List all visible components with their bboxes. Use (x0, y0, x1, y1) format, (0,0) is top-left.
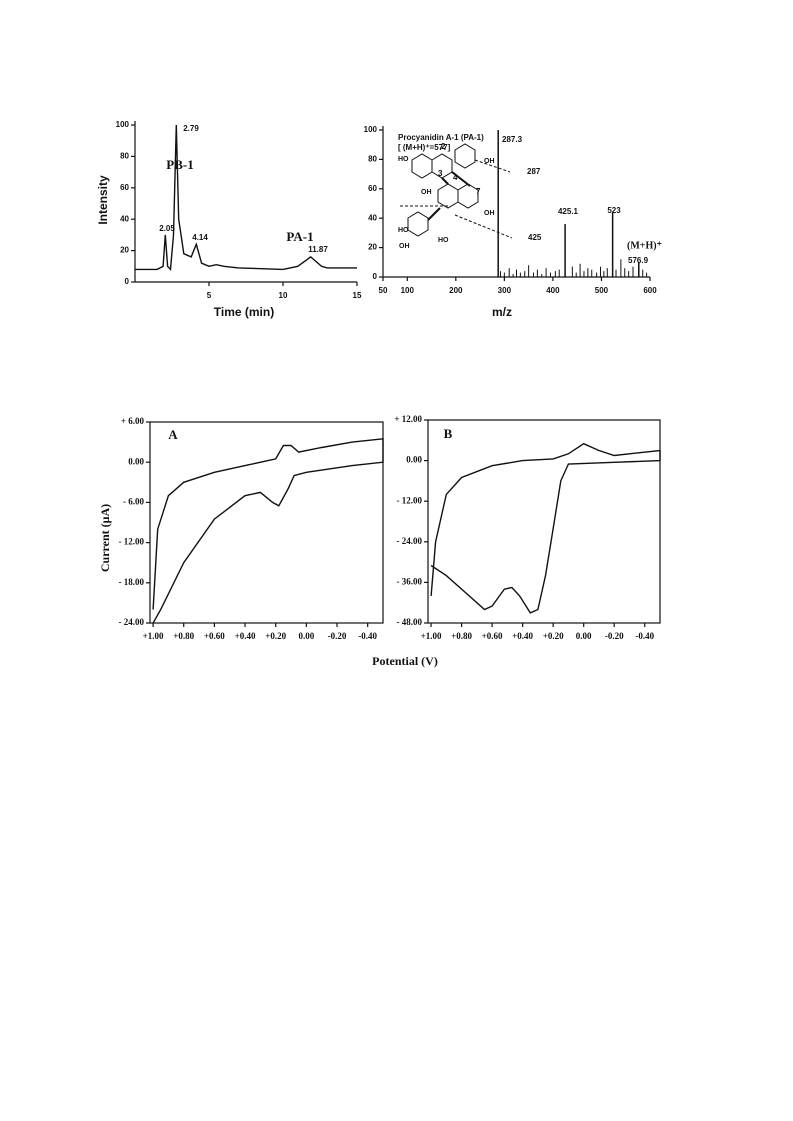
y-tick-label: 0 (373, 272, 378, 281)
peak-label: 576.9 (628, 256, 649, 265)
plot-frame (149, 421, 384, 624)
peak-label: 287.3 (502, 135, 523, 144)
structure-label: 7 (476, 187, 481, 196)
x-tick-label: +0.60 (204, 631, 225, 641)
structure-label: OH (421, 189, 432, 196)
x-axis-label: m/z (492, 305, 512, 319)
y-tick-label: 100 (364, 125, 378, 134)
structure-label: 3 (438, 169, 443, 178)
structure-label: HO (438, 237, 449, 244)
structure-label: OH (399, 243, 410, 250)
data-line (135, 124, 357, 272)
structure-label: OH (484, 210, 495, 217)
x-tick-label: +0.40 (512, 631, 533, 641)
x-axis-label: Potential (V) (372, 654, 438, 668)
y-tick-label: - 36.00 (397, 576, 423, 586)
annotation: 2.05 (159, 224, 175, 233)
x-tick-label: +1.00 (143, 631, 164, 641)
peak-label: 425.1 (558, 207, 579, 216)
chart-title: Procyanidin A-1 (PA-1) (398, 133, 484, 142)
annotation: PB-1 (166, 157, 193, 172)
y-tick-label: - 24.00 (119, 617, 145, 627)
plot-frame (427, 419, 661, 624)
data-line (430, 442, 661, 614)
x-tick-label: +0.20 (543, 631, 564, 641)
y-tick-label: 100 (116, 120, 130, 129)
molecule-structure (400, 143, 513, 239)
y-tick-label: 80 (120, 152, 129, 161)
structure-label: OH (484, 158, 495, 165)
x-tick-label: -0.20 (328, 631, 347, 641)
annotation: 4.14 (192, 233, 208, 242)
y-tick-label: - 12.00 (397, 495, 423, 505)
structure-label: HO (398, 156, 409, 163)
annotation: A (168, 427, 178, 442)
x-tick-label: 500 (595, 286, 609, 295)
y-tick-label: 60 (368, 184, 377, 193)
x-tick-label: 0.00 (576, 631, 592, 641)
y-axis-label: Current (μA) (98, 504, 112, 572)
data-line (152, 438, 384, 624)
y-tick-label: 40 (120, 214, 129, 223)
x-tick-label: +0.80 (173, 631, 194, 641)
x-tick-label: +0.60 (482, 631, 503, 641)
y-tick-label: - 6.00 (123, 496, 144, 506)
x-tick-label: +1.00 (421, 631, 442, 641)
structure-label: HO (398, 227, 409, 234)
y-tick-label: 0.00 (406, 455, 422, 465)
x-tick-label: -0.40 (358, 631, 377, 641)
x-tick-label: 15 (353, 291, 362, 300)
x-tick-label: 200 (449, 286, 463, 295)
y-tick-label: + 12.00 (394, 414, 422, 424)
annotation: (M+H)⁺ (627, 240, 662, 251)
y-tick-label: 20 (368, 243, 377, 252)
x-tick-label: -0.20 (605, 631, 624, 641)
y-tick-label: 40 (368, 213, 377, 222)
y-tick-label: 80 (368, 155, 377, 164)
y-tick-label: 60 (120, 183, 129, 192)
x-tick-label: 10 (279, 291, 288, 300)
y-tick-label: - 24.00 (397, 536, 423, 546)
y-tick-label: 0.00 (128, 456, 144, 466)
x-tick-label: +0.40 (235, 631, 256, 641)
peak-label: 523 (607, 206, 621, 215)
x-tick-label: 400 (546, 286, 560, 295)
y-tick-label: 0 (125, 277, 130, 286)
y-tick-label: - 18.00 (119, 577, 145, 587)
annotation: 11.87 (308, 245, 328, 254)
x-tick-label: 5 (207, 291, 212, 300)
structure-label: 425 (528, 233, 542, 242)
x-tick-label: 100 (401, 286, 415, 295)
x-tick-label: -0.40 (635, 631, 654, 641)
x-tick-label: +0.20 (265, 631, 286, 641)
structure-label: 4 (453, 173, 458, 182)
structure-label: 2 (441, 142, 446, 151)
annotation: [ (M+H)⁺=577] (398, 143, 451, 152)
y-tick-label: + 6.00 (121, 416, 145, 426)
structure-label: 287 (527, 167, 541, 176)
annotation: PA-1 (286, 229, 313, 244)
x-tick-label: 50 (379, 286, 388, 295)
annotation: B (444, 426, 453, 441)
x-tick-label: 600 (643, 286, 657, 295)
x-tick-label: +0.80 (451, 631, 472, 641)
x-axis-label: Time (min) (214, 305, 274, 319)
y-tick-label: - 48.00 (397, 617, 423, 627)
annotation: 2.79 (183, 124, 199, 133)
y-tick-label: - 12.00 (119, 537, 145, 547)
x-tick-label: 0.00 (298, 631, 314, 641)
y-tick-label: 20 (120, 246, 129, 255)
y-axis-label: Intensity (96, 175, 110, 225)
x-tick-label: 300 (498, 286, 512, 295)
